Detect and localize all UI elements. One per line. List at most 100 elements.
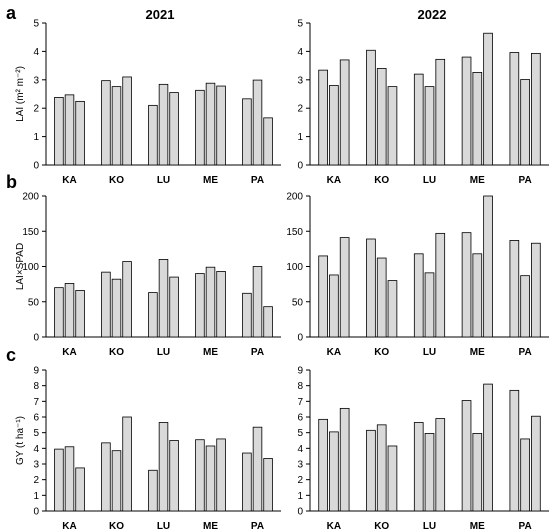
x-tick-label: PA: [519, 175, 532, 186]
y-axis-label: LAI (m² m⁻²): [15, 66, 26, 122]
bar-ME-3: [483, 32, 493, 166]
bar-LU-3: [435, 58, 446, 166]
y-tick-label: 150: [22, 227, 39, 238]
y-tick-label: 8: [297, 381, 303, 392]
bar-KA-2: [64, 94, 75, 166]
y-tick-label: 3: [297, 460, 303, 471]
bar-ME-2: [205, 82, 216, 166]
y-tick-label: 150: [286, 227, 303, 238]
bar-LU-1: [413, 422, 424, 512]
x-tick-label: KA: [62, 347, 76, 358]
bar-PA-2: [252, 426, 263, 512]
y-tick-label: 9: [297, 366, 303, 377]
bar-KO-2: [111, 278, 122, 338]
y-tick-label: 4: [33, 47, 39, 58]
x-tick-label: ME: [470, 175, 485, 186]
panel-letters: a b c: [6, 3, 17, 365]
bar-LU-2: [158, 83, 169, 166]
bar-LU-1: [148, 292, 158, 338]
bar-KO-1: [366, 49, 376, 166]
column-title-2022: 2022: [418, 7, 447, 22]
y-tick-label: 0: [297, 161, 303, 172]
x-tick-label: LU: [423, 521, 436, 529]
bar-ME-1: [461, 232, 472, 338]
x-tick-label: KA: [327, 175, 341, 186]
x-tick-label: PA: [519, 347, 532, 358]
bar-PA-3: [531, 242, 541, 338]
bar-PA-1: [509, 240, 520, 338]
x-tick-label: LU: [157, 175, 170, 186]
y-tick-label: 0: [33, 507, 39, 518]
x-tick-label: LU: [423, 347, 436, 358]
bar-ME-3: [216, 85, 226, 166]
bar-ME-2: [472, 72, 483, 166]
chart-a-left: 0 1 2 3 4 5 LAI (m² m⁻²) KA KO LU ME PA: [15, 19, 281, 186]
bar-PA-2: [252, 79, 263, 166]
bar-LU-1: [413, 253, 424, 338]
bar-KA-1: [318, 255, 328, 338]
bar-PA-3: [531, 52, 541, 166]
y-tick-label: 6: [297, 413, 303, 424]
y-tick-label: 7: [33, 397, 39, 408]
panel-letter-a: a: [6, 3, 17, 23]
bar-KO-1: [101, 80, 111, 166]
bar-KA-3: [339, 407, 350, 512]
y-tick-label: 2: [297, 104, 303, 115]
y-tick-label: 2: [33, 104, 39, 115]
bar-LU-2: [424, 272, 435, 338]
bar-LU-1: [148, 104, 158, 166]
bar-LU-1: [413, 73, 424, 166]
bar-KA-1: [54, 97, 64, 166]
x-tick-label: LU: [157, 521, 170, 529]
panel-letter-b: b: [6, 172, 17, 192]
bar-LU-2: [158, 259, 169, 338]
x-tick-label: PA: [251, 521, 264, 529]
x-tick-label: KO: [374, 175, 389, 186]
y-tick-label: 50: [292, 297, 304, 308]
bar-KA-1: [54, 448, 64, 512]
bar-LU-3: [435, 418, 446, 512]
y-tick-label: 5: [297, 428, 303, 439]
bar-LU-3: [169, 92, 179, 166]
bar-KO-2: [376, 257, 387, 338]
bar-PA-1: [509, 52, 520, 166]
bar-KO-3: [122, 261, 132, 338]
bar-PA-3: [263, 458, 273, 512]
bar-KO-1: [101, 442, 111, 512]
x-tick-label: KA: [327, 347, 341, 358]
bar-KA-2: [329, 85, 339, 166]
chart-c-left: 0 1 2 3 4 5 6 7 8 9 GY (t ha⁻¹) KA KO LU ME PA: [15, 366, 281, 529]
y-tick-label: 3: [33, 460, 39, 471]
y-tick-label: 200: [22, 192, 39, 203]
panel-letter-c: c: [6, 345, 16, 365]
bar-PA-1: [242, 452, 252, 512]
bar-PA-2: [252, 266, 263, 338]
bar-KO-1: [366, 238, 376, 338]
bar-PA-2: [520, 79, 530, 166]
y-tick-label: 1: [33, 132, 39, 143]
y-tick-label: 0: [297, 507, 303, 518]
y-tick-label: 50: [28, 297, 40, 308]
y-tick-label: 2: [297, 475, 303, 486]
bar-KA-3: [339, 59, 350, 166]
bar-KA-3: [339, 237, 350, 338]
x-tick-label: KO: [109, 347, 124, 358]
bar-LU-3: [435, 232, 446, 338]
x-tick-label: KA: [62, 521, 76, 529]
bar-ME-1: [461, 400, 472, 512]
bar-ME-3: [483, 195, 493, 338]
y-tick-label: 4: [297, 444, 303, 455]
y-tick-label: 0: [33, 161, 39, 172]
bar-ME-3: [216, 438, 226, 512]
bar-KO-3: [387, 445, 398, 512]
bar-KA-3: [75, 100, 85, 166]
bar-ME-1: [195, 439, 205, 512]
bar-KA-2: [64, 446, 75, 512]
bar-ME-1: [195, 273, 205, 338]
bar-KO-2: [376, 424, 387, 512]
bar-LU-1: [148, 469, 158, 512]
bar-ME-1: [461, 56, 472, 166]
bar-KA-2: [329, 274, 339, 338]
y-axis-label: GY (t ha⁻¹): [15, 416, 26, 465]
